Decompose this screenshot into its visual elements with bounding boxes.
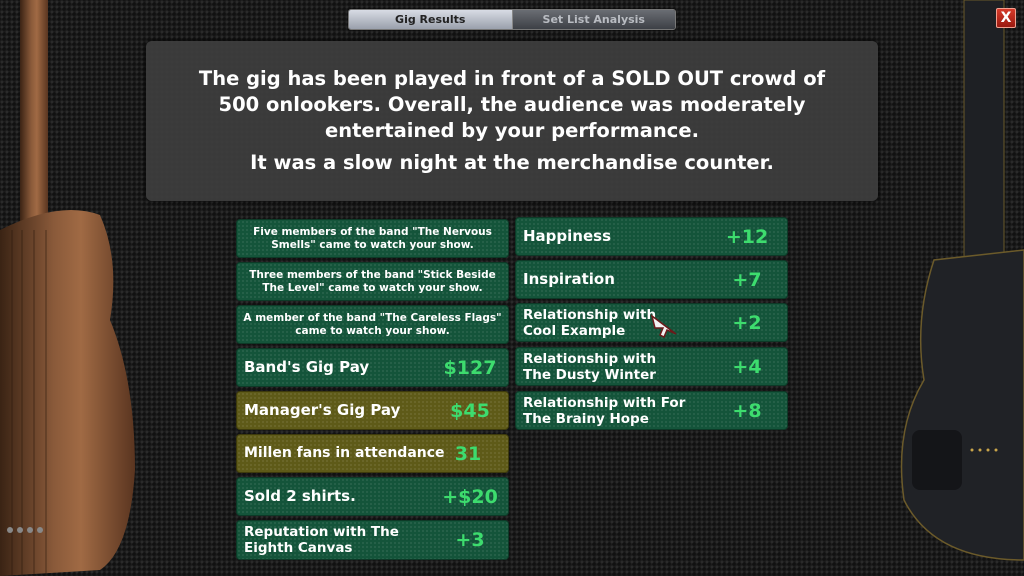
result-value: +$20 — [442, 485, 498, 508]
bass-guitar-image — [0, 0, 135, 576]
result-label: Relationship with The Dusty Winter — [523, 350, 657, 383]
tab-set-list-analysis[interactable]: Set List Analysis — [511, 10, 675, 29]
result-label: Five members of the band "The Nervous Sm… — [253, 225, 492, 251]
result-card-band-visit: Three members of the band "Stick Beside … — [236, 262, 509, 301]
result-label: Relationship with Cool Example — [523, 306, 657, 339]
result-card-relationship: Relationship with For The Brainy Hope +8 — [515, 391, 788, 430]
result-label: Three members of the band "Stick Beside … — [249, 268, 496, 294]
result-label: Inspiration — [523, 270, 615, 288]
result-card-relationship: Relationship with The Dusty Winter +4 — [515, 347, 788, 386]
result-card-happiness: Happiness +12 — [515, 217, 788, 256]
tab-bar: Gig Results Set List Analysis — [348, 9, 676, 30]
result-label: Sold 2 shirts. — [244, 487, 356, 505]
result-label: Band's Gig Pay — [244, 358, 370, 376]
result-card-band-visit: Five members of the band "The Nervous Sm… — [236, 219, 509, 258]
result-label: Relationship with For The Brainy Hope — [523, 394, 686, 427]
result-value: +2 — [732, 311, 762, 334]
result-card-inspiration: Inspiration +7 — [515, 260, 788, 299]
close-button[interactable]: X — [996, 8, 1016, 28]
result-value: +8 — [732, 399, 762, 422]
result-card-relationship: Relationship with Cool Example +2 — [515, 303, 788, 342]
result-value: +12 — [725, 225, 769, 248]
result-label: Manager's Gig Pay — [244, 401, 401, 419]
result-label: Reputation with The Eighth Canvas — [244, 524, 399, 556]
result-value: 31 — [454, 442, 482, 465]
tab-gig-results[interactable]: Gig Results — [349, 10, 512, 29]
cursor-arrow-icon — [650, 314, 677, 338]
result-value: +4 — [732, 355, 762, 378]
result-value: +3 — [455, 529, 485, 551]
result-value: +7 — [732, 268, 762, 291]
result-card-manager-pay: Manager's Gig Pay $45 — [236, 391, 509, 430]
electric-guitar-image — [900, 0, 1024, 561]
gig-summary-panel: The gig has been played in front of a SO… — [146, 41, 878, 201]
merchandise-summary-text: It was a slow night at the merchandise c… — [250, 151, 774, 174]
gig-summary-text: The gig has been played in front of a SO… — [198, 67, 826, 142]
result-card-band-visit: A member of the band "The Careless Flags… — [236, 305, 509, 344]
result-value: $45 — [450, 399, 490, 422]
result-value: $127 — [443, 356, 497, 379]
result-label: Millen fans in attendance — [244, 445, 445, 461]
close-icon: X — [1000, 10, 1012, 26]
result-card-band-pay: Band's Gig Pay $127 — [236, 348, 509, 387]
result-label: A member of the band "The Careless Flags… — [243, 311, 502, 337]
result-label: Happiness — [523, 227, 612, 245]
result-card-shirts: Sold 2 shirts. +$20 — [236, 477, 509, 516]
result-card-fans: Millen fans in attendance 31 — [236, 434, 509, 473]
result-card-reputation: Reputation with The Eighth Canvas +3 — [236, 520, 509, 560]
